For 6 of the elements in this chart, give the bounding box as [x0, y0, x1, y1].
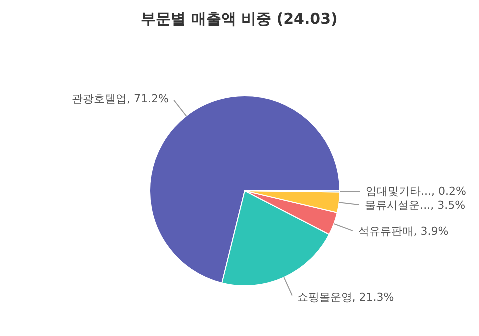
- slice-label: 물류시설운..., 3.5%: [365, 198, 466, 212]
- slice-label: 관광호텔업, 71.2%: [72, 92, 169, 106]
- slice-label: 임대및기타..., 0.2%: [366, 185, 466, 198]
- slice-label: 쇼핑몰운영, 21.3%: [297, 291, 394, 304]
- chart-title: 부문별 매출액 비중 (24.03): [140, 9, 339, 30]
- slice-label: 석유류판매, 3.9%: [358, 225, 449, 238]
